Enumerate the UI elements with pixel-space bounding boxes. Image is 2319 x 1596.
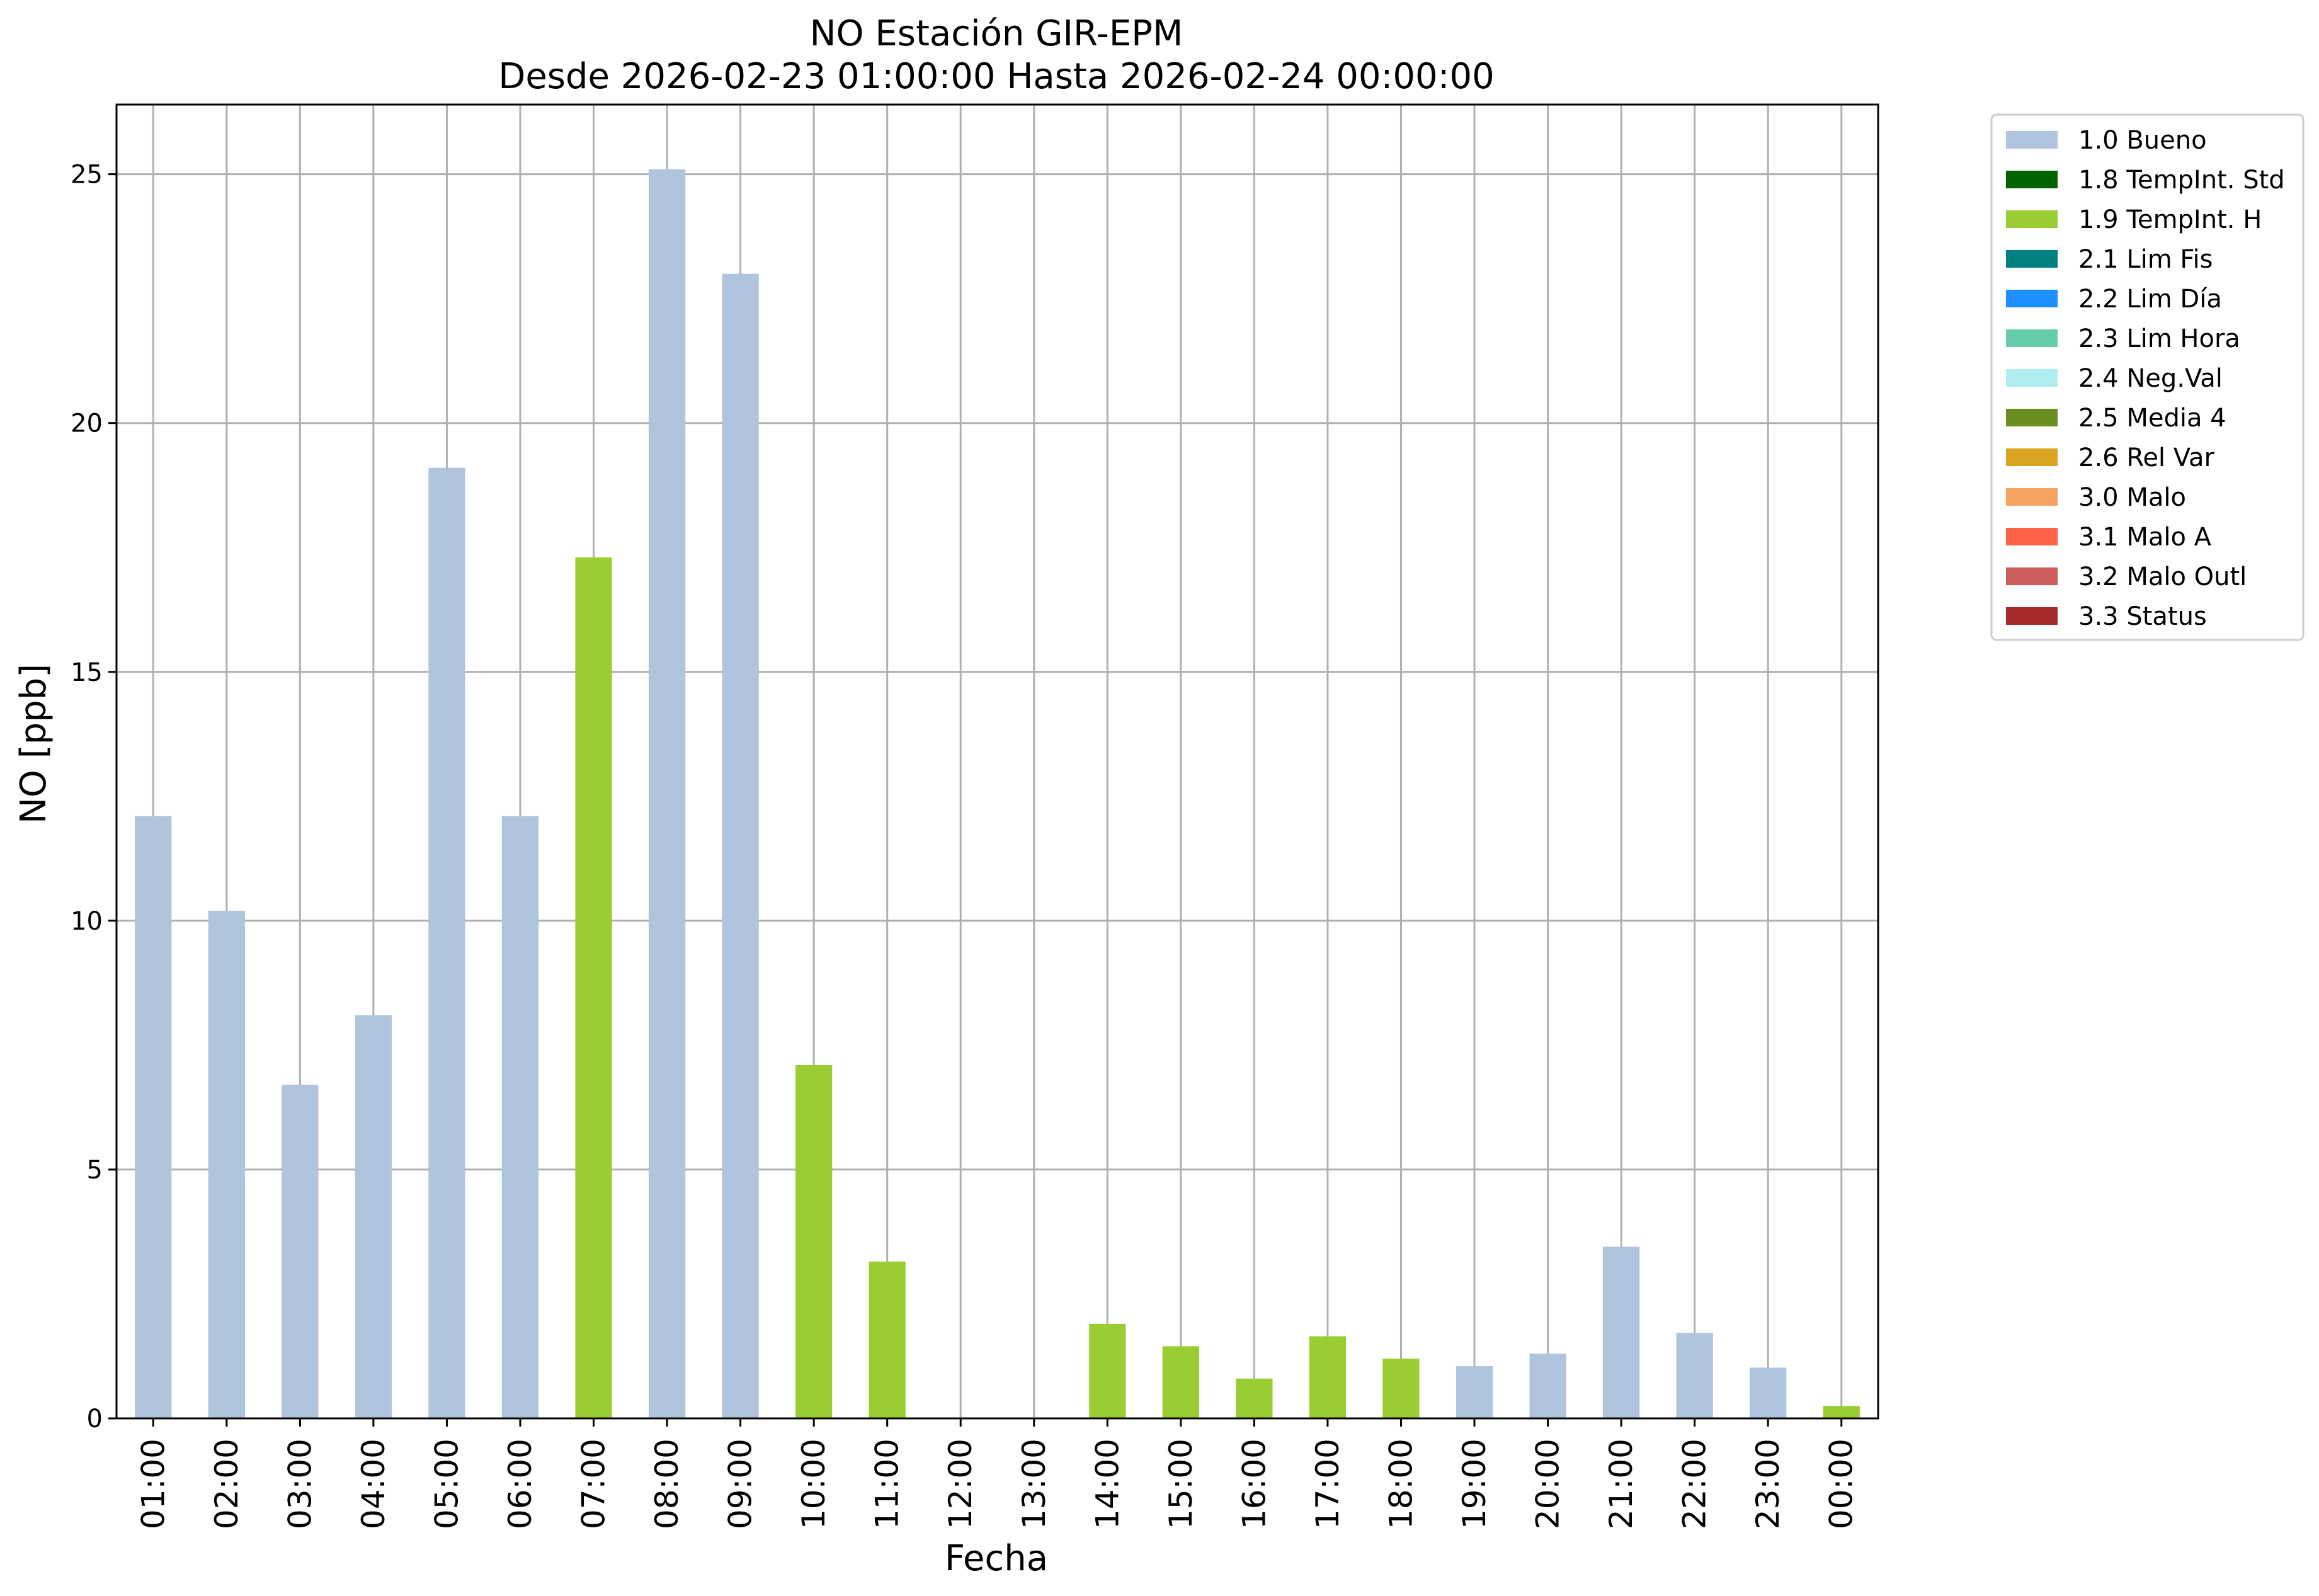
x-tick-label: 15:00 [1163,1439,1199,1529]
legend-swatch [2006,369,2058,387]
legend-swatch [2006,171,2058,188]
legend-label: 2.1 Lim Fis [2078,245,2213,274]
chart-subtitle: Desde 2026-02-23 01:00:00 Hasta 2026-02-… [498,56,1495,97]
x-tick-label: 21:00 [1603,1439,1639,1529]
legend-swatch [2006,409,2058,426]
legend-label: 3.3 Status [2078,602,2207,631]
x-tick-label: 13:00 [1016,1439,1052,1529]
legend-label: 2.5 Media 4 [2078,404,2226,433]
legend-swatch [2006,131,2058,149]
legend-label: 3.2 Malo Outl [2078,562,2247,591]
bar-2100 [1602,1246,1640,1418]
bar-0900 [722,273,759,1419]
legend-label: 2.3 Lim Hora [2078,324,2240,353]
bar-0400 [355,1015,392,1418]
legend-label: 2.2 Lim Día [2078,285,2222,314]
x-tick-label: 19:00 [1456,1439,1493,1529]
y-tick-label: 25 [71,161,103,190]
x-tick-label: 07:00 [576,1439,612,1529]
x-tick-label: 09:00 [722,1439,759,1529]
y-axis-label: NO [ppb] [13,664,54,824]
bar-1000 [795,1064,833,1418]
bar-0300 [282,1085,319,1418]
x-tick-label: 20:00 [1530,1439,1566,1529]
x-tick-label: 00:00 [1823,1439,1860,1529]
y-tick-label: 0 [87,1405,103,1434]
legend-swatch [2006,567,2058,585]
legend-label: 1.0 Bueno [2078,126,2207,155]
legend-swatch [2006,250,2058,268]
legend-label: 2.6 Rel Var [2078,443,2215,472]
x-tick-label: 11:00 [869,1439,906,1529]
bar-0100 [135,816,172,1418]
x-tick-label: 01:00 [135,1439,171,1529]
bar-1700 [1309,1336,1347,1418]
legend-label: 1.8 TempInt. Std [2078,166,2285,195]
x-tick-label: 04:00 [355,1439,392,1529]
bar-1100 [869,1262,906,1418]
legend-swatch [2006,528,2058,545]
x-tick-label: 12:00 [942,1439,979,1529]
legend-box [1990,113,2305,641]
bar-0700 [575,557,612,1419]
bar-0600 [501,816,539,1418]
legend-swatch [2006,329,2058,347]
legend-label: 3.0 Malo [2078,483,2186,512]
legend-swatch [2006,488,2058,506]
legend-swatch [2006,210,2058,228]
chart-title: NO Estación GIR-EPM [810,13,1183,54]
x-tick-label: 17:00 [1309,1439,1346,1529]
y-tick-label: 15 [71,658,103,687]
y-tick-label: 20 [71,409,103,438]
legend-swatch [2006,607,2058,625]
x-axis-ticks: 01:00 02:00 03:00 04:00 05:00 06:00 07:00 08:00… [135,1418,1860,1529]
x-tick-label: 06:00 [502,1439,538,1529]
legend: 1.0 Bueno 1.8 TempInt. Std 1.9 TempInt. H 2… [1990,113,2305,641]
bar-1400 [1089,1323,1126,1418]
bar-1800 [1382,1359,1420,1418]
bar-2000 [1529,1354,1566,1418]
x-tick-label: 03:00 [282,1439,318,1529]
plot-frame [115,103,1879,1420]
legend-label: 3.1 Malo A [2078,523,2212,552]
legend-label: 1.9 TempInt. H [2078,205,2262,234]
bar-1900 [1456,1366,1493,1418]
y-axis-ticks: 0 5 10 15 20 25 [71,161,117,1434]
legend-swatch [2006,290,2058,307]
x-tick-label: 14:00 [1089,1439,1125,1529]
bar-0500 [428,467,465,1419]
bar-1500 [1162,1346,1199,1418]
bar-0000 [1823,1406,1860,1418]
x-axis-label: Fecha [945,1538,1048,1579]
x-tick-label: 08:00 [649,1439,685,1529]
x-tick-label: 18:00 [1382,1439,1419,1529]
legend-swatch [2006,448,2058,466]
bar-2200 [1676,1333,1713,1418]
y-tick-label: 5 [87,1156,103,1185]
bar-0800 [648,169,686,1418]
bars [135,169,1860,1419]
legend-items: 1.0 Bueno 1.8 TempInt. Std 1.9 TempInt. H 2… [2006,126,2285,631]
bar-2300 [1750,1367,1787,1418]
x-tick-label: 02:00 [208,1439,245,1529]
x-tick-label: 22:00 [1677,1439,1713,1529]
bar-0200 [208,911,245,1418]
legend-label: 2.4 Neg.Val [2078,364,2223,393]
x-tick-label: 10:00 [795,1439,832,1529]
bar-1600 [1236,1378,1273,1418]
y-tick-label: 10 [71,907,103,936]
x-tick-label: 16:00 [1236,1439,1272,1529]
x-tick-label: 23:00 [1750,1439,1786,1529]
x-tick-label: 05:00 [428,1439,465,1529]
